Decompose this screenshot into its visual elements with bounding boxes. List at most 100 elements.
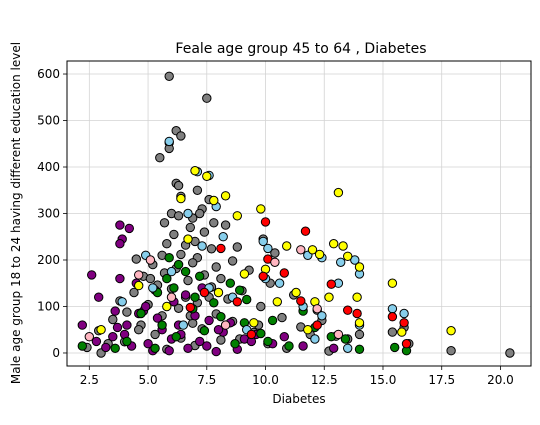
scatter-point [122, 307, 132, 317]
scatter-point [183, 275, 193, 286]
y-tick-label: 500 [37, 114, 60, 128]
scatter-point [387, 304, 398, 314]
scatter-point [310, 334, 320, 344]
scatter-point [145, 273, 156, 284]
scatter-point [87, 270, 97, 280]
scatter-point [343, 305, 353, 315]
scatter-point [148, 283, 158, 293]
scatter-point [300, 226, 311, 236]
scatter-point [112, 322, 123, 333]
scatter-point [354, 344, 365, 354]
scatter-point [249, 318, 259, 328]
scatter-point [307, 245, 318, 255]
x-tick-label: 17.5 [428, 373, 455, 387]
scatter-point [218, 232, 228, 242]
y-tick-label: 600 [37, 67, 60, 81]
scatter-point [162, 301, 172, 312]
scatter-point [115, 239, 125, 249]
scatter-point [199, 326, 210, 336]
scatter-point [354, 318, 365, 328]
scatter-point [340, 334, 351, 344]
scatter-point [352, 308, 362, 319]
scatter-point [169, 229, 179, 240]
scatter-point [202, 341, 212, 351]
scatter-point [312, 320, 322, 330]
scatter-point [136, 308, 146, 319]
scatter-point [195, 271, 205, 281]
scatter-point [145, 255, 156, 265]
scatter-point [232, 242, 243, 252]
scatter-point [387, 278, 398, 288]
scatter-point [274, 278, 285, 288]
scatter-point [150, 329, 160, 340]
scatter-point [387, 312, 398, 322]
scatter-point [324, 292, 334, 302]
scatter-point [195, 336, 205, 347]
scatter-point [256, 204, 266, 214]
scatter-point [183, 343, 193, 353]
y-tick-label: 100 [37, 299, 60, 313]
scatter-point [270, 248, 280, 258]
scatter-point [216, 273, 226, 284]
scatter-point [164, 136, 174, 147]
scatter-point [336, 257, 346, 267]
scatter-point [263, 243, 273, 254]
scatter-point [134, 280, 144, 291]
scatter-point [77, 320, 88, 330]
scatter-point [216, 335, 226, 345]
scatter-point [131, 254, 142, 264]
scatter-point [199, 227, 210, 237]
scatter-point [272, 297, 282, 307]
scatter-point [333, 187, 344, 198]
scatter-point [260, 217, 271, 227]
scatter-point [258, 271, 268, 281]
scatter-point [230, 339, 240, 349]
scatter-point [258, 236, 268, 247]
y-axis-label: Male age group 18 to 24 having different… [9, 42, 23, 384]
scatter-point [202, 93, 212, 103]
scatter-point [173, 211, 184, 221]
scatter-point [239, 269, 250, 279]
scatter-point [246, 329, 257, 340]
scatter-point [84, 332, 95, 342]
scatter-point [242, 294, 252, 305]
scatter-point [171, 332, 181, 342]
scatter-point [202, 171, 212, 182]
scatter-point [122, 320, 132, 330]
y-tick-label: 0 [52, 346, 60, 360]
scatter-point [397, 327, 407, 337]
scatter-point [329, 239, 339, 249]
scatter-point [329, 343, 339, 353]
scatter-point [180, 266, 191, 277]
scatter-point [162, 239, 172, 249]
scatter-point [401, 339, 412, 349]
scatter-point [122, 336, 132, 347]
scatter-series [96, 166, 456, 337]
scatter-point [176, 249, 186, 260]
scatter-point [296, 245, 306, 255]
scatter-point [190, 166, 200, 176]
scatter-point [446, 326, 456, 336]
scatter-point [312, 304, 322, 314]
scatter-point [267, 315, 278, 326]
scatter-point [164, 253, 174, 263]
scatter-point [282, 241, 292, 251]
scatter-point [333, 329, 344, 340]
scatter-point [180, 290, 191, 300]
scatter-point [185, 222, 196, 233]
scatter-point [209, 195, 219, 206]
scatter-point [115, 220, 125, 230]
scatter-point [225, 278, 236, 288]
scatter-point [129, 287, 139, 298]
scatter-point [195, 208, 205, 219]
scatter-point [216, 243, 226, 254]
scatter-point [185, 302, 196, 313]
scatter-point [110, 343, 120, 353]
scatter-point [108, 314, 118, 325]
scatter-point [188, 258, 198, 268]
scatter-point [134, 325, 144, 335]
scatter-point [199, 287, 210, 298]
scatter-point [227, 256, 238, 266]
scatter-point [91, 336, 102, 347]
gridlines [67, 61, 531, 366]
